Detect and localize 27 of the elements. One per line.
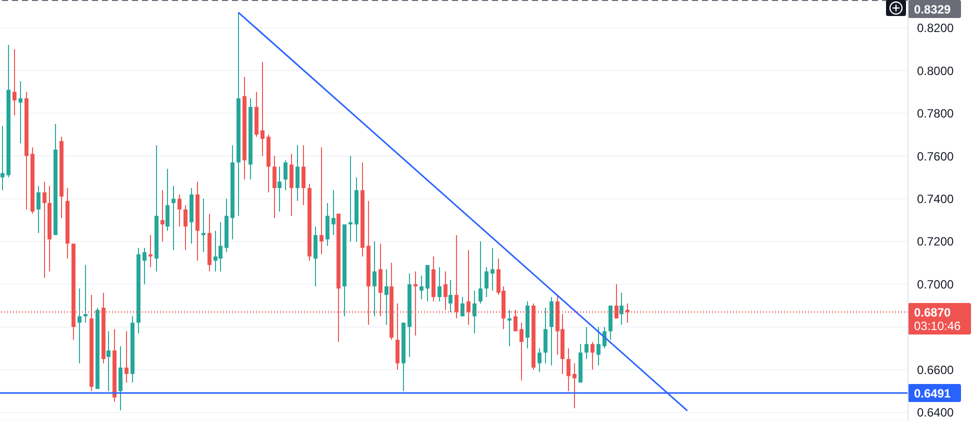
candlestick — [148, 235, 152, 268]
candlestick — [172, 186, 176, 250]
candlestick — [348, 156, 352, 242]
y-tick-label: 0.7400 — [917, 192, 954, 206]
candlestick — [320, 147, 324, 254]
y-tick-label: 0.6600 — [917, 362, 954, 377]
candlestick — [490, 248, 494, 291]
y-tick-label: 0.7200 — [917, 234, 954, 249]
candlestick — [18, 81, 22, 144]
candlestick — [106, 331, 110, 392]
candlestick — [0, 126, 4, 190]
candlestick — [84, 264, 88, 323]
candlestick — [508, 310, 512, 346]
candlestick — [260, 62, 264, 156]
y-tick-label: 0.8200 — [917, 21, 954, 36]
candlestick — [202, 198, 206, 252]
y-tick-label: 0.8000 — [917, 64, 954, 78]
y-tick-label: 0.7000 — [917, 277, 954, 292]
ref-line-label: 0.6491 — [914, 386, 952, 401]
ref-line-label: 0.8329 — [914, 2, 952, 16]
y-tick-label: 0.7600 — [917, 149, 954, 164]
y-tick-label: 0.7800 — [917, 106, 954, 121]
text: 03:10:46 — [914, 319, 962, 334]
y-tick-label: 0.6400 — [917, 406, 954, 420]
candlestick — [78, 288, 82, 364]
ref-line-label: 0.6870 — [914, 306, 952, 320]
candlestick — [160, 190, 164, 242]
